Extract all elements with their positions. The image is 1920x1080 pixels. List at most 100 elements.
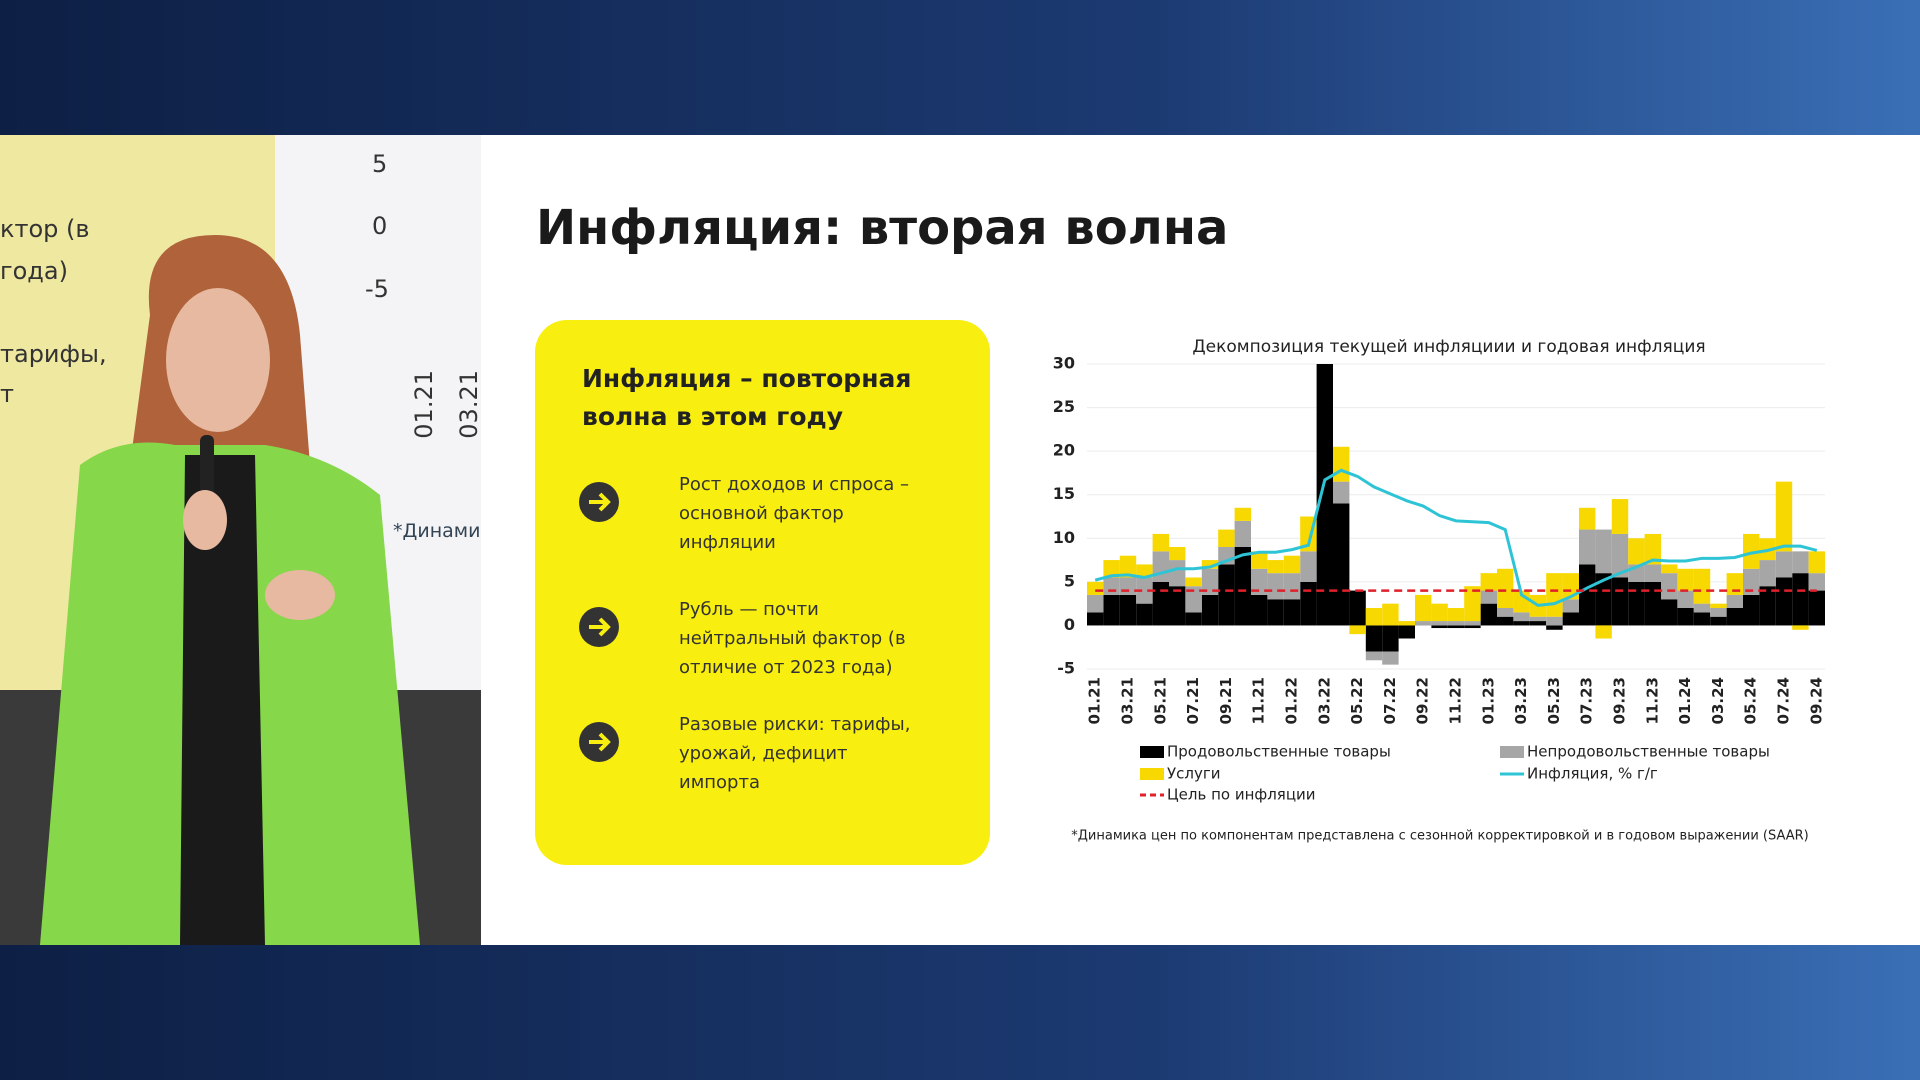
legend-label: Цель по инфляции <box>1167 786 1316 804</box>
bar <box>1710 608 1727 617</box>
bar <box>1415 621 1432 626</box>
bar <box>1644 564 1661 582</box>
bar <box>1497 608 1514 617</box>
bar <box>1808 590 1825 626</box>
bar <box>1087 612 1104 626</box>
screen-text: года) <box>0 257 68 285</box>
screen-tick: -5 <box>365 275 389 303</box>
bar <box>1333 503 1350 626</box>
bar <box>1579 564 1596 626</box>
bar <box>1546 573 1563 617</box>
bar <box>1759 560 1776 587</box>
footnote: *Динамика цен по компонентам представлен… <box>1071 829 1809 844</box>
legend-swatch <box>1140 768 1164 780</box>
bar <box>1513 621 1530 626</box>
bar <box>1677 608 1694 626</box>
bar <box>1693 568 1711 604</box>
bar <box>1611 577 1629 626</box>
bar <box>1480 603 1497 626</box>
bar <box>1808 573 1825 591</box>
bar <box>1611 533 1629 578</box>
y-tick-label: 5 <box>1064 571 1075 590</box>
bar <box>1611 499 1629 534</box>
bar <box>1677 590 1694 608</box>
bar <box>1595 625 1612 639</box>
bar <box>1218 564 1235 626</box>
bar <box>1447 608 1465 622</box>
x-tick-label: 11.22 <box>1447 677 1465 724</box>
bar <box>1185 577 1202 587</box>
y-tick-label: 0 <box>1064 615 1075 634</box>
bar <box>1169 586 1186 626</box>
bar <box>1480 573 1497 591</box>
bar <box>1431 603 1448 622</box>
bar <box>1792 551 1809 574</box>
x-tick-label: 09.22 <box>1414 677 1432 724</box>
bar <box>1415 594 1432 622</box>
bar <box>1562 612 1579 626</box>
screen-text: т <box>0 380 14 408</box>
legend-swatch <box>1140 746 1164 758</box>
x-tick-label: 09.23 <box>1611 677 1629 724</box>
card: Инфляция – повторная волна в этом году Р… <box>535 320 990 865</box>
bar <box>1333 446 1350 482</box>
item-text: Разовые риски: тарифы, урожай, дефицит и… <box>679 714 911 793</box>
bar <box>1382 603 1399 626</box>
x-tick-label: 07.23 <box>1578 677 1596 724</box>
bar <box>1185 586 1202 613</box>
bar <box>1333 481 1350 504</box>
bar <box>1447 625 1465 629</box>
x-tick-label: 07.24 <box>1775 677 1793 724</box>
x-tick-label: 05.24 <box>1742 677 1760 724</box>
bar <box>1201 560 1219 569</box>
bar <box>1792 573 1809 626</box>
x-tick-label: 03.23 <box>1512 677 1530 724</box>
x-tick-label: 03.22 <box>1315 677 1333 724</box>
bar <box>1743 568 1760 595</box>
x-tick-label: 05.21 <box>1151 677 1169 724</box>
bar <box>1300 581 1317 626</box>
bar <box>1431 621 1448 626</box>
bar <box>1464 621 1481 626</box>
bar <box>1234 520 1251 547</box>
bar <box>1300 551 1317 582</box>
bar <box>1283 555 1301 574</box>
bar <box>1562 599 1579 613</box>
bar <box>1595 573 1612 626</box>
bar <box>1546 616 1563 626</box>
bar <box>1136 564 1153 578</box>
bar <box>1119 577 1137 595</box>
bar <box>1677 568 1694 591</box>
bar <box>1267 573 1284 600</box>
bar <box>1234 507 1251 521</box>
arrow-icon <box>579 482 619 522</box>
x-tick-label: 09.21 <box>1217 677 1235 724</box>
bar <box>1464 586 1481 622</box>
bar <box>1234 547 1251 626</box>
bar <box>1251 594 1268 626</box>
legend-label: Услуги <box>1167 765 1220 783</box>
y-tick-label: 15 <box>1053 484 1075 503</box>
bar <box>1775 481 1793 552</box>
y-tick-label: 25 <box>1053 397 1075 416</box>
bar <box>1644 533 1661 565</box>
x-tick-label: 11.23 <box>1643 677 1661 724</box>
bar <box>1185 612 1202 626</box>
bar <box>1201 594 1219 626</box>
bar <box>1710 616 1727 626</box>
bar <box>1103 577 1120 595</box>
bar <box>1661 573 1678 600</box>
bar <box>1201 568 1219 595</box>
bar <box>1661 599 1678 626</box>
bar <box>1480 590 1497 604</box>
screen-text: ктор (в <box>0 215 90 243</box>
bar <box>1365 608 1383 626</box>
bar <box>1464 625 1481 629</box>
bar <box>1365 625 1383 652</box>
video-panel: ктор (в года) тарифы, т *Динами 5 0 -5 0… <box>0 135 481 945</box>
bar <box>1087 594 1104 613</box>
bar <box>1743 594 1760 626</box>
bar <box>1152 581 1169 626</box>
